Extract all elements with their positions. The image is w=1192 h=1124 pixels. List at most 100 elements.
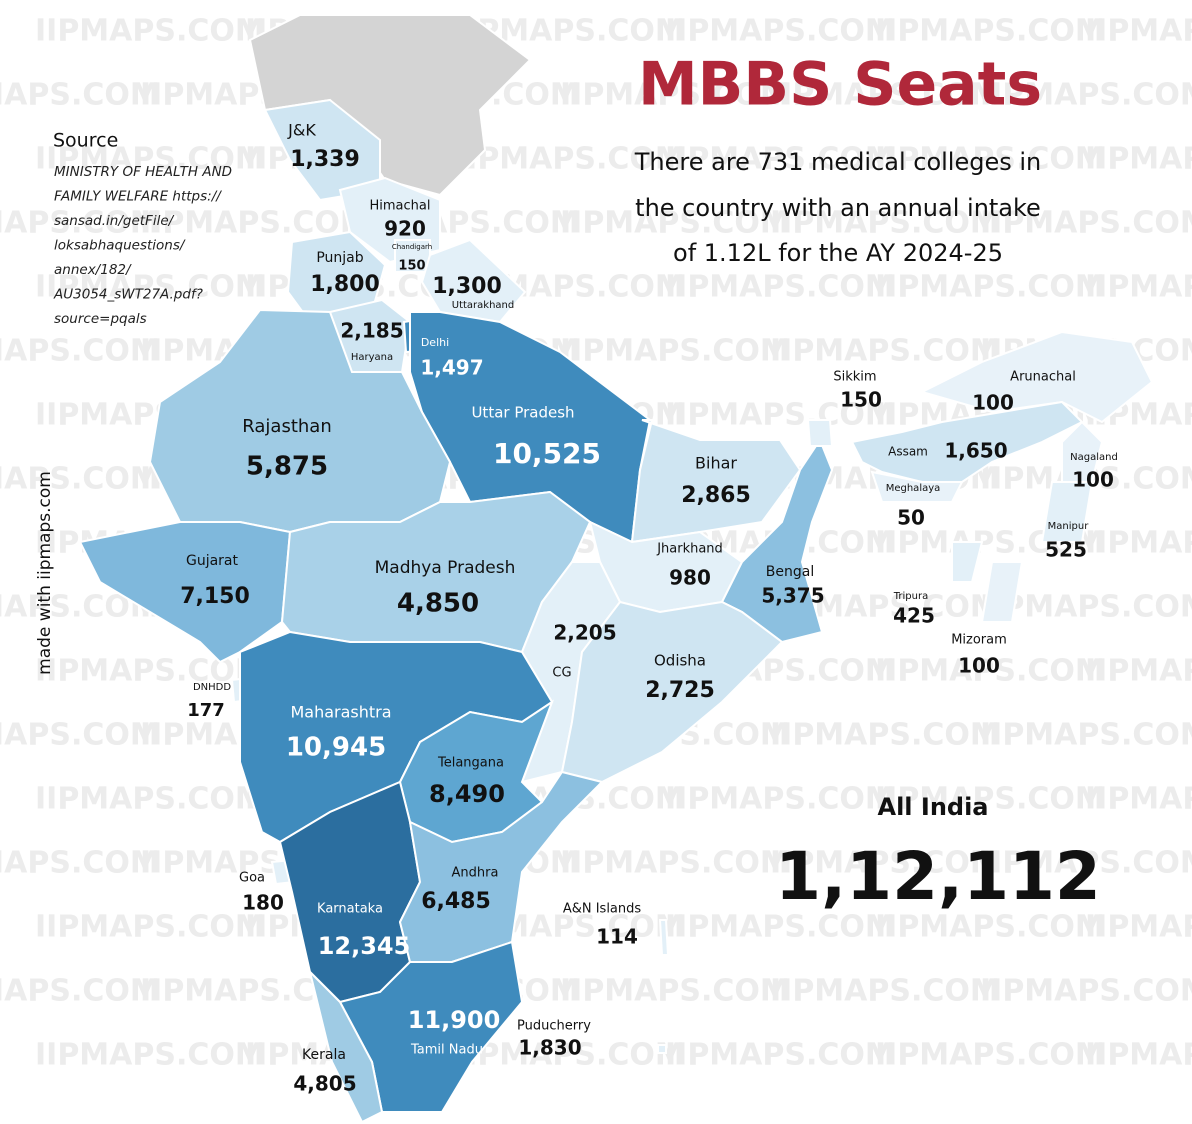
source-line: sansad.in/getFile/	[54, 213, 175, 229]
region	[919, 330, 1154, 424]
region-value: 1,650	[944, 439, 1007, 463]
watermark: IIPMAPS.COM	[1085, 142, 1192, 177]
region-name: Kerala	[302, 1047, 346, 1063]
watermark: IIPMAPS.COM	[980, 974, 1192, 1009]
region-name: Odisha	[654, 652, 706, 670]
watermark: IIPMAPS.COM	[455, 1038, 685, 1073]
watermark: IIPMAPS.COM	[1085, 14, 1192, 49]
region-name: Nagaland	[1070, 452, 1118, 463]
region-value: 920	[384, 217, 426, 241]
region-name: Bengal	[766, 564, 814, 580]
watermark: IIPMAPS.COM	[665, 14, 895, 49]
region-value: 2,865	[681, 483, 751, 508]
watermark: IIPMAPS.COM	[875, 654, 1105, 689]
region-name: Haryana	[351, 352, 393, 363]
region-value: 50	[897, 506, 925, 530]
region-name: Mizoram	[951, 633, 1007, 648]
watermark: IIPMAPS.COM	[665, 1038, 895, 1073]
watermark: IIPMAPS.COM	[35, 782, 265, 817]
map-layer	[78, 98, 1154, 1124]
region-value: 10,525	[493, 437, 601, 470]
region-value: 1,339	[290, 147, 360, 172]
watermark: IIPMAPS.COM	[1085, 526, 1192, 561]
watermark: IIPMAPS.COM	[770, 206, 1000, 241]
region-name: CG	[552, 666, 571, 681]
region-name: Goa	[239, 871, 265, 886]
region-value: 1,497	[420, 356, 483, 380]
credit: made with iipmaps.com	[35, 471, 55, 675]
subtitle-line: of 1.12L for the AY 2024-25	[673, 239, 1003, 267]
region-name: Jharkhand	[656, 542, 723, 557]
watermark: IIPMAPS.COM	[875, 142, 1105, 177]
watermark: IIPMAPS.COM	[0, 462, 160, 497]
region-name: Tripura	[893, 591, 928, 602]
watermark: IIPMAPS.COM	[980, 718, 1192, 753]
watermark: IIPMAPS.COM	[665, 910, 895, 945]
watermark: IIPMAPS.COM	[770, 974, 1000, 1009]
region-value: 100	[1072, 468, 1114, 492]
region-value: 5,375	[761, 584, 824, 608]
region-value: 150	[840, 388, 882, 412]
watermark: IIPMAPS.COM	[770, 846, 1000, 881]
watermark: IIPMAPS.COM	[875, 14, 1105, 49]
region-name: Uttar Pradesh	[471, 404, 574, 422]
watermark: IIPMAPS.COM	[770, 334, 1000, 369]
region-name: Meghalaya	[886, 483, 941, 494]
source-line: source=pqals	[54, 311, 147, 327]
region-value: 7,150	[180, 584, 250, 609]
watermark: IIPMAPS.COM	[0, 206, 160, 241]
region-value: 980	[669, 566, 711, 590]
region-value: 5,875	[246, 452, 328, 482]
region-value: 2,185	[340, 319, 403, 343]
watermark: IIPMAPS.COM	[35, 270, 265, 305]
region-name: Gujarat	[186, 553, 239, 569]
source-line: FAMILY WELFARE https://	[54, 189, 222, 205]
source-line: MINISTRY OF HEALTH AND	[54, 164, 232, 180]
region-value: 114	[596, 925, 638, 949]
region-value: 150	[398, 259, 425, 274]
region-value: 2,205	[553, 621, 616, 645]
region-name: Assam	[888, 445, 928, 459]
watermark: IIPMAPS.COM	[665, 270, 895, 305]
watermark: IIPMAPS.COM	[560, 206, 790, 241]
region	[398, 770, 604, 963]
region-value: 1,800	[310, 272, 380, 297]
title: MBBS Seats	[638, 50, 1042, 120]
region-name: Himachal	[370, 199, 431, 214]
region-name: Madhya Pradesh	[375, 558, 516, 578]
watermark: IIPMAPS.COM	[0, 78, 160, 113]
source-line: loksabhaquestions/	[54, 238, 186, 254]
region	[980, 561, 1024, 623]
watermark: IIPMAPS.COM	[770, 78, 1000, 113]
region-value: 4,805	[293, 1072, 356, 1096]
source-heading: Source	[53, 130, 118, 152]
watermark: IIPMAPS.COM	[770, 718, 1000, 753]
region	[1040, 481, 1094, 543]
region-value: 525	[1045, 538, 1087, 562]
watermark: IIPMAPS.COM	[1085, 270, 1192, 305]
watermark: IIPMAPS.COM	[560, 846, 790, 881]
watermark: IIPMAPS.COM	[980, 846, 1192, 881]
region-value: 180	[242, 891, 284, 915]
region-name: Delhi	[421, 336, 449, 349]
region-name: Maharashtra	[290, 703, 391, 722]
watermark: IIPMAPS.COM	[665, 782, 895, 817]
region-value: 6,485	[421, 889, 491, 914]
region-name: Sikkim	[833, 370, 876, 385]
watermark: IIPMAPS.COM	[0, 846, 160, 881]
region-name: Puducherry	[517, 1019, 591, 1034]
subtitle-line: the country with an annual intake	[635, 194, 1041, 222]
watermark: IIPMAPS.COM	[875, 270, 1105, 305]
watermark: IIPMAPS.COM	[0, 718, 160, 753]
watermark: IIPMAPS.COM	[0, 974, 160, 1009]
region-name: A&N Islands	[563, 902, 642, 917]
region	[657, 1044, 667, 1054]
watermark: IIPMAPS.COM	[35, 14, 265, 49]
region-value: 8,490	[429, 780, 505, 808]
region-value: 4,850	[397, 589, 479, 619]
watermark: IIPMAPS.COM	[875, 1038, 1105, 1073]
region	[560, 600, 784, 784]
label-layer: J&K 1,339 Himachal 920 Chandigarh 150 Punjab 1,…	[180, 121, 1118, 1096]
